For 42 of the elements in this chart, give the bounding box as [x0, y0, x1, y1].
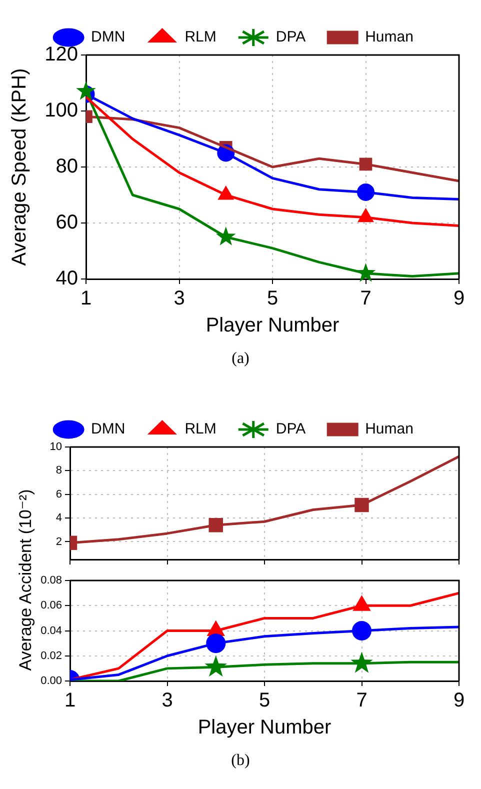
x-tick-label: 1 [80, 288, 92, 310]
x-axis-title: Player Number [206, 314, 340, 337]
legend-label: RLM [184, 28, 216, 46]
legend-label: DPA [276, 420, 306, 438]
y-tick-label: 0.06 [40, 600, 62, 612]
legend-label: DPA [276, 28, 306, 46]
y-tick-label: 6 [56, 488, 62, 500]
y-tick-label: 120 [44, 44, 78, 66]
x-tick-label: 3 [174, 288, 185, 310]
y-tick-label: 100 [44, 100, 78, 122]
x-axis-title: Player Number [198, 716, 332, 739]
x-tick-label: 1 [64, 690, 76, 712]
legend-label: Human [365, 420, 414, 438]
x-tick-label: 7 [360, 288, 372, 310]
legend-label: Human [365, 28, 414, 46]
x-tick-label: 9 [453, 690, 465, 712]
y-tick-label: 8 [56, 464, 62, 477]
legend-label: DMN [91, 28, 126, 46]
y-tick-label: 0.00 [40, 675, 62, 688]
y-tick-label: 0.04 [40, 624, 62, 637]
y-tick-label: 80 [56, 156, 78, 178]
x-tick-label: 5 [258, 690, 270, 712]
text: (b) [230, 752, 251, 770]
x-tick-label: 7 [356, 690, 368, 712]
y-tick-label: 40 [56, 268, 78, 290]
x-tick-label: 9 [453, 288, 465, 310]
y-tick-label: 4 [56, 512, 62, 524]
point [216, 226, 236, 246]
y-tick-label: 2 [56, 536, 62, 548]
point [76, 81, 96, 100]
y-tick-label: 0.08 [40, 574, 62, 587]
x-tick-label: 3 [162, 690, 173, 712]
y-axis-title: Average Accident (10⁻²) [16, 489, 36, 671]
legend-label: RLM [184, 420, 216, 438]
legend-label: DMN [91, 420, 126, 438]
y-tick-label: 10 [50, 441, 62, 454]
point [356, 263, 376, 282]
text: (a) [230, 350, 250, 368]
y-tick-label: 60 [56, 212, 78, 234]
y-tick-label: 0.02 [40, 650, 62, 662]
y-axis-title: Average Speed (KPH) [8, 68, 31, 266]
x-tick-label: 5 [266, 288, 278, 310]
